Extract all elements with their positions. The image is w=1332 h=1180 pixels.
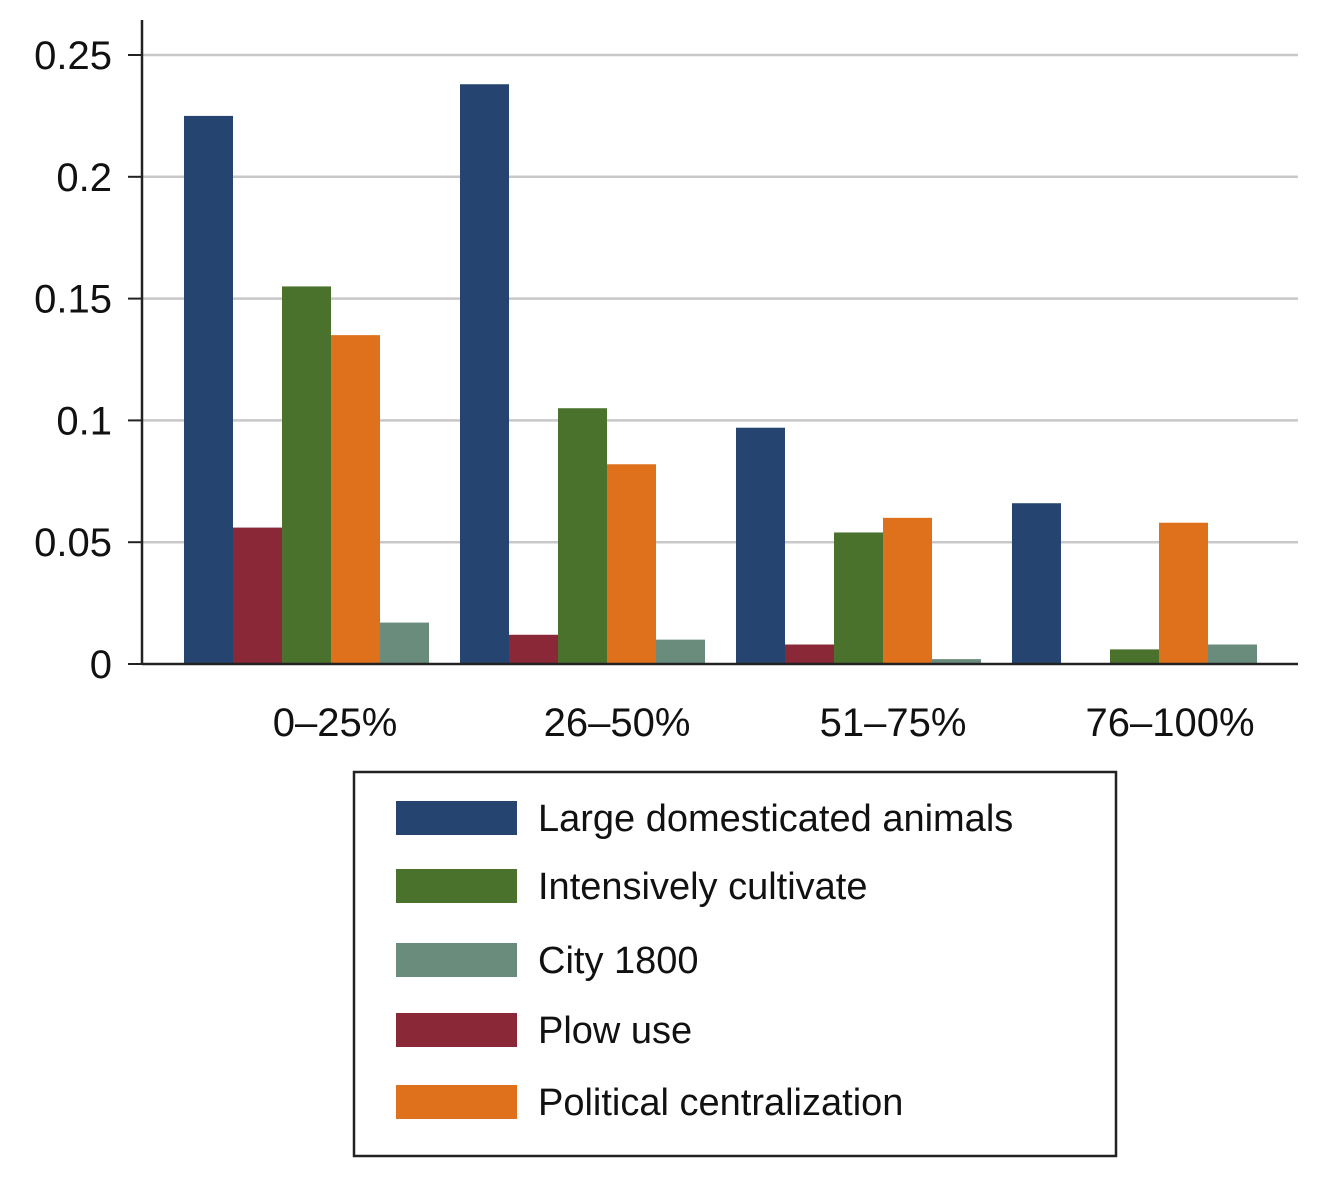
bars [184,84,1257,665]
legend-swatch [396,1085,517,1119]
bar-intensively-cultivate-2 [834,532,883,664]
bar-large-domesticated-animals-2 [736,427,785,664]
x-category-label: 0–25% [273,701,398,745]
y-tick-label: 0.15 [34,278,112,322]
y-tick-label: 0.1 [56,399,112,443]
y-tick-label: 0 [90,643,112,687]
bar-large-domesticated-animals-3 [1012,503,1061,664]
x-category-labels: 0–25% 26–50% 51–75% 76–100% [273,701,1255,745]
y-tick-label: 0.25 [34,34,112,78]
bar-large-domesticated-animals-0 [184,115,233,664]
bar-political-centralization-3 [1159,522,1208,664]
bar-plow-use-1 [509,634,558,664]
axes [128,20,1298,666]
bar-city-1800-3 [1208,644,1257,664]
bar-political-centralization-1 [607,464,656,664]
bar-political-centralization-0 [331,335,380,664]
legend-swatch [396,1013,517,1047]
y-tick-label: 0.05 [34,521,112,565]
x-category-label: 26–50% [544,701,691,745]
y-tick-label: 0.2 [56,156,112,200]
legend-label: Political centralization [538,1082,903,1124]
y-tick-labels: 0 0.05 0.1 0.15 0.2 0.25 [34,34,112,687]
bar-city-1800-1 [656,639,705,664]
legend-label: Plow use [538,1010,692,1052]
legend-label: Intensively cultivate [538,866,868,908]
bar-intensively-cultivate-3 [1110,649,1159,664]
bar-plow-use-2 [785,644,834,664]
x-category-label: 51–75% [820,701,967,745]
bar-intensively-cultivate-1 [558,408,607,664]
legend-label: Large domesticated animals [538,798,1013,840]
legend-swatch [396,943,517,977]
bar-city-1800-2 [932,659,981,664]
bar-intensively-cultivate-0 [282,286,331,664]
legend-label: City 1800 [538,940,699,982]
bar-city-1800-0 [380,622,429,664]
bar-plow-use-0 [233,527,282,664]
bar-political-centralization-2 [883,517,932,664]
legend-swatch [396,801,517,835]
legend: Large domesticated animals Intensively cu… [352,770,1118,1158]
bar-large-domesticated-animals-1 [460,84,509,665]
legend-swatch [396,869,517,903]
x-category-label: 76–100% [1085,701,1254,745]
